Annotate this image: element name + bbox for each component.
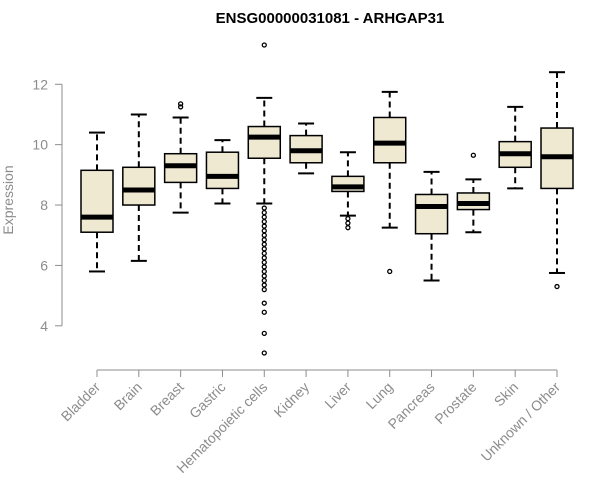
box-lung [372,90,407,275]
outlier-point [261,205,267,211]
x-tick-label: Unknown / Other [478,379,564,465]
outlier-point [261,286,267,293]
outlier-point [261,350,267,356]
outlier-point [177,101,184,107]
x-tick-label: Liver [321,379,354,412]
y-tick-label: 10 [32,137,48,153]
box-iqr [80,169,114,233]
box-iqr [205,151,240,190]
box-iqr [247,125,282,159]
outlier-point [261,277,267,284]
outlier-point [261,209,267,216]
box-iqr [372,116,407,164]
y-tick-label: 4 [40,318,48,334]
outlier-point [261,228,267,234]
outlier-point [261,246,267,252]
x-tick-label: Kidney [271,379,313,421]
outlier-point [470,152,477,158]
box-unknown-other [540,71,574,290]
outlier-point [261,255,267,261]
outlier-point [177,104,184,110]
outlier-point [261,264,267,270]
outlier-point [345,225,351,231]
outlier-point [261,309,267,315]
box-bladder [80,131,114,273]
outlier-point [261,237,267,243]
outlier-point [261,42,267,48]
x-tick-label: Brain [111,379,145,413]
box-hematopoietic-cells [247,42,282,356]
outlier-point [261,241,267,247]
outlier-point [261,223,267,229]
y-tick-label: 6 [40,257,48,273]
outlier-point [261,282,267,288]
outlier-point [261,218,267,225]
outlier-point [261,273,267,279]
outlier-point [261,268,267,275]
box-prostate [456,152,491,234]
outlier-point [387,268,393,275]
x-tick-label: Breast [147,379,187,419]
box-gastric [205,139,240,205]
box-skin [498,105,532,190]
box-pancreas [414,170,449,282]
x-tick-label: Prostate [431,379,479,427]
x-tick-label: Lung [363,379,396,412]
outlier-point [261,232,267,238]
outlier-point [554,283,560,290]
box-breast [163,101,198,214]
chart-title: ENSG00000031081 - ARHGAP31 [216,10,445,27]
outlier-point [261,259,267,266]
box-kidney [289,122,323,175]
box-iqr [122,166,156,206]
outlier-point [261,214,267,220]
outlier-point [261,330,267,337]
box-brain [122,113,156,262]
y-tick-label: 8 [40,197,48,213]
y-axis-label: Expression [0,165,16,234]
box-iqr [414,193,449,235]
outlier-point [261,300,267,306]
outlier-point [261,250,267,256]
boxes-group [80,42,574,356]
y-tick-label: 12 [32,76,48,92]
outlier-point [345,220,351,226]
y-axis: 4 6 8 10 12 [32,76,63,334]
outlier-point [345,215,351,222]
x-tick-label: Bladder [58,379,104,425]
box-liver [331,151,365,231]
x-tick-label: Skin [491,379,522,410]
